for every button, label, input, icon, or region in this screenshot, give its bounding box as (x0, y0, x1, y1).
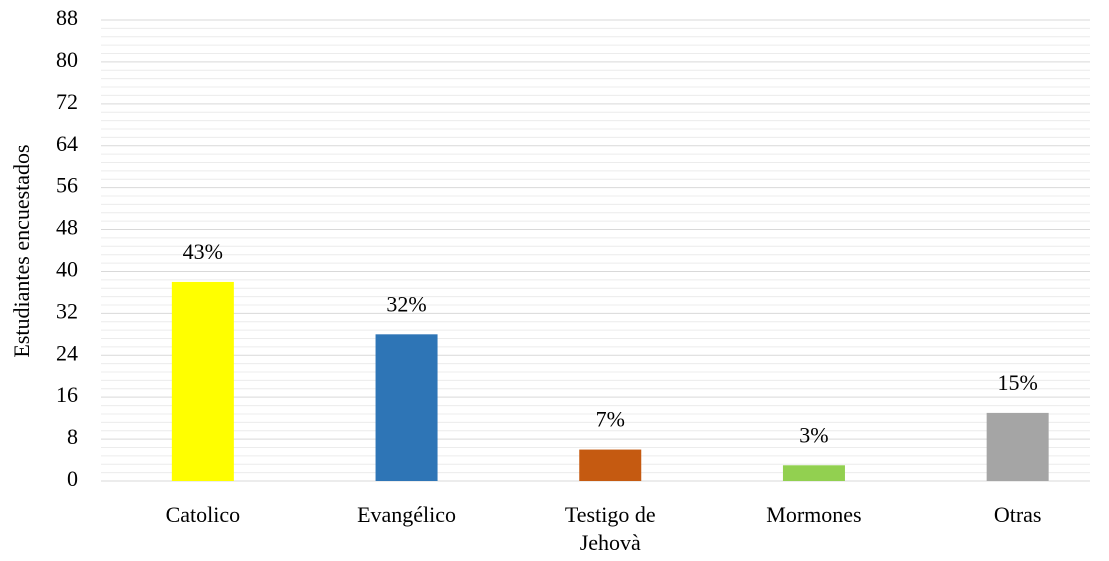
bar (375, 334, 438, 481)
y-tick-label: 40 (56, 257, 78, 282)
y-tick-label: 24 (56, 340, 78, 365)
y-tick-label: 80 (56, 47, 78, 72)
bar (782, 465, 845, 481)
data-label: 43% (183, 239, 223, 264)
y-axis-label: Estudiantes encuestados (9, 144, 34, 357)
data-label: 3% (799, 422, 828, 447)
y-tick-label: 8 (67, 424, 78, 449)
data-label: 15% (997, 370, 1037, 395)
bar (579, 449, 642, 481)
bar (171, 281, 234, 481)
y-tick-label: 48 (56, 215, 78, 240)
y-tick-label: 0 (67, 466, 78, 491)
x-tick-label: Testigo de Jehovà (565, 502, 656, 555)
data-label: 7% (596, 407, 625, 432)
y-tick-label: 64 (56, 131, 78, 156)
y-tick-label: 72 (56, 89, 78, 114)
y-tick-label: 88 (56, 5, 78, 30)
x-tick-label: Otras (994, 502, 1042, 527)
y-tick-label: 32 (56, 298, 78, 323)
data-label: 32% (386, 291, 426, 316)
bar (986, 412, 1049, 481)
x-tick-label: Mormones (766, 502, 861, 527)
y-tick-label: 16 (56, 382, 78, 407)
x-tick-label: Catolico (166, 502, 241, 527)
x-tick-label: Evangélico (357, 502, 456, 527)
y-tick-label: 56 (56, 173, 78, 198)
